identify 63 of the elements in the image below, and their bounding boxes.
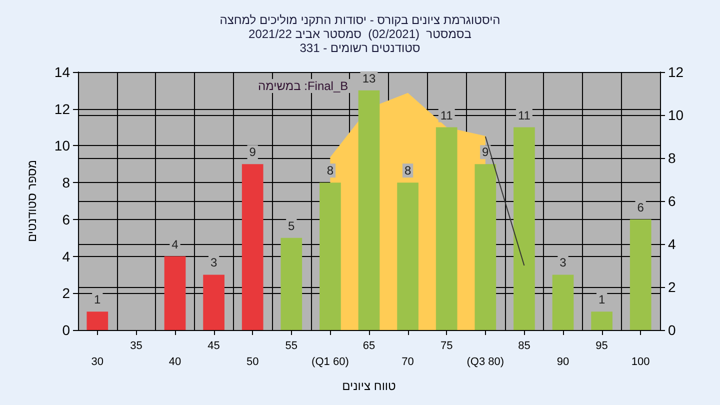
data-label: 5 [288,218,296,233]
bar [320,182,341,330]
data-label: 9 [249,145,256,160]
x-tick-label: 90 [556,356,570,368]
chart-title: היסטוגרמת ציונים בקורס - יסודות התקני מוליכים למחצה [220,13,500,27]
y-tick-label: 10 [54,138,70,154]
bar [86,312,108,330]
data-label: 11 [518,108,531,122]
y-tick-label: 0 [62,322,70,338]
x-tick-label: 45 [208,340,220,352]
x-tick-label: 30 [91,356,104,368]
data-label: 8 [326,164,334,178]
data-label: 9 [482,145,490,160]
data-label: 4 [172,237,179,252]
bar [591,312,612,330]
x-tick-label: 40 [168,356,182,368]
data-label: 13 [362,71,376,86]
bar [397,182,418,330]
y-tick-label: 12 [54,100,70,117]
y-tick-label: 2 [62,285,70,302]
x-tick-label: (Q3 80) [466,356,504,368]
y-tick-label: 6 [62,211,70,228]
x-tick-label: 55 [285,340,298,352]
x-tick-label: 65 [362,340,376,352]
x-tick-label: 70 [402,356,414,368]
y-axis-title: מספר סטודנטים [25,160,39,242]
bar [630,219,652,330]
bar [474,164,496,330]
bar [552,274,574,330]
y-tick-label: 14 [54,64,70,80]
x-tick-label: 75 [440,340,453,352]
y2-tick-label: 12 [668,64,684,80]
bar [436,127,458,330]
annotation: במשימה :Final_B [258,79,348,93]
y2-tick-label: 4 [668,236,676,252]
data-label: 3 [210,256,218,270]
x-tick-label: (Q1 60) [312,356,349,368]
data-label: 11 [440,108,454,122]
y2-tick-label: 2 [668,279,676,295]
data-label: 1 [598,292,606,307]
data-label: 3 [560,256,567,270]
y2-tick-label: 10 [668,107,684,123]
x-tick-label: 100 [631,356,650,368]
x-tick-label: 50 [246,356,259,368]
x-tick-label: 35 [130,340,142,352]
bar [242,164,264,330]
y-tick-label: 8 [62,174,70,191]
y-tick-label: 4 [62,248,70,264]
data-label: 6 [637,200,644,214]
bar [203,274,224,330]
x-tick-label: 95 [596,340,608,352]
data-label: 8 [404,164,412,178]
y2-tick-label: 6 [668,193,676,209]
bar [514,127,535,330]
x-tick-label: 85 [518,340,530,352]
bar [164,256,186,330]
y2-tick-label: 0 [668,322,676,338]
chart-subtitle: בסמסטר (02/2021) סמסטר אביב 2021/22 סטודנטים רשומים - 331 [248,27,472,55]
y2-tick-label: 8 [668,150,676,166]
bar [358,90,380,330]
data-label: 1 [94,292,102,307]
x-axis-title: טווח ציונים [342,379,396,393]
bar [280,238,302,330]
